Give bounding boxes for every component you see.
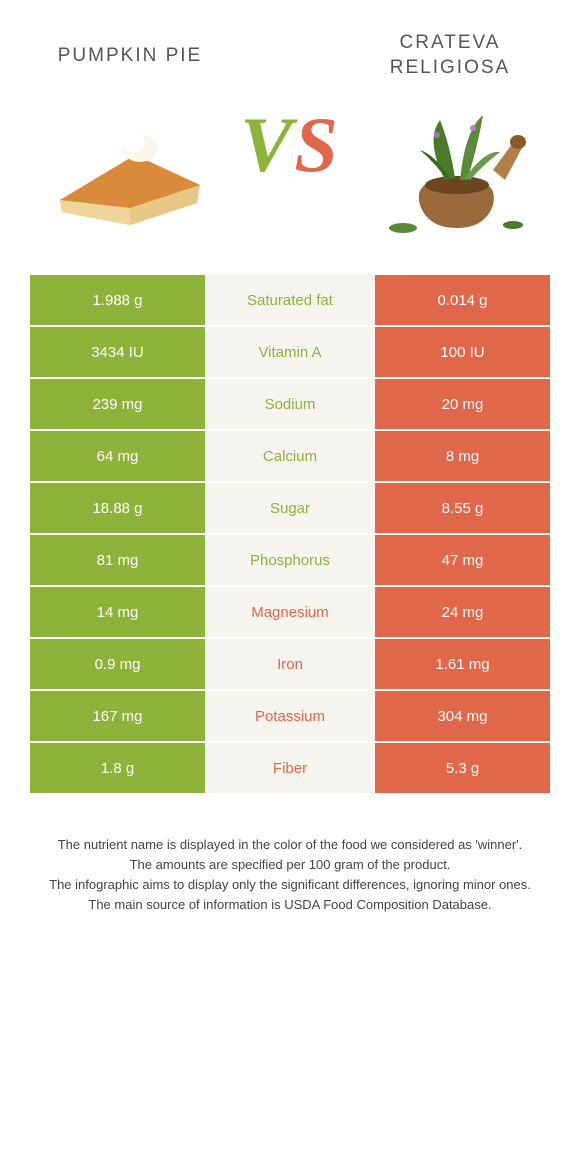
nutrient-comparison-table: 1.988 gSaturated fat0.014 g3434 IUVitami… <box>30 275 550 795</box>
table-row: 14 mgMagnesium24 mg <box>30 587 550 639</box>
nutrient-name-cell: Iron <box>205 639 375 689</box>
left-value-cell: 1.988 g <box>30 275 205 325</box>
vs-label: VS <box>240 100 339 190</box>
nutrient-name-cell: Vitamin A <box>205 327 375 377</box>
right-food-column: CRATEVA RELIGIOSA <box>350 30 550 240</box>
nutrient-name-cell: Sodium <box>205 379 375 429</box>
left-value-cell: 81 mg <box>30 535 205 585</box>
left-food-image <box>45 100 215 240</box>
right-food-title: CRATEVA RELIGIOSA <box>350 30 550 82</box>
right-value-cell: 24 mg <box>375 587 550 637</box>
right-value-cell: 100 IU <box>375 327 550 377</box>
right-value-cell: 47 mg <box>375 535 550 585</box>
left-value-cell: 0.9 mg <box>30 639 205 689</box>
left-value-cell: 64 mg <box>30 431 205 481</box>
right-value-cell: 0.014 g <box>375 275 550 325</box>
left-value-cell: 239 mg <box>30 379 205 429</box>
left-value-cell: 3434 IU <box>30 327 205 377</box>
right-value-cell: 8.55 g <box>375 483 550 533</box>
nutrient-name-cell: Magnesium <box>205 587 375 637</box>
footer-line: The amounts are specified per 100 gram o… <box>30 855 550 875</box>
vs-letter-v: V <box>240 101 294 188</box>
right-value-cell: 1.61 mg <box>375 639 550 689</box>
nutrient-name-cell: Saturated fat <box>205 275 375 325</box>
right-value-cell: 20 mg <box>375 379 550 429</box>
nutrient-name-cell: Calcium <box>205 431 375 481</box>
left-value-cell: 167 mg <box>30 691 205 741</box>
footer-line: The main source of information is USDA F… <box>30 895 550 915</box>
left-food-title: PUMPKIN PIE <box>58 30 202 82</box>
table-row: 81 mgPhosphorus47 mg <box>30 535 550 587</box>
table-row: 1.988 gSaturated fat0.014 g <box>30 275 550 327</box>
table-row: 0.9 mgIron1.61 mg <box>30 639 550 691</box>
table-row: 1.8 gFiber5.3 g <box>30 743 550 795</box>
table-row: 239 mgSodium20 mg <box>30 379 550 431</box>
nutrient-name-cell: Fiber <box>205 743 375 793</box>
right-food-image <box>365 100 535 240</box>
left-value-cell: 18.88 g <box>30 483 205 533</box>
nutrient-name-cell: Sugar <box>205 483 375 533</box>
nutrient-name-cell: Potassium <box>205 691 375 741</box>
comparison-header: PUMPKIN PIE VS CRATEVA RELIGIOSA <box>0 0 580 250</box>
nutrient-name-cell: Phosphorus <box>205 535 375 585</box>
table-row: 167 mgPotassium304 mg <box>30 691 550 743</box>
left-value-cell: 1.8 g <box>30 743 205 793</box>
table-row: 18.88 gSugar8.55 g <box>30 483 550 535</box>
vs-letter-s: S <box>294 101 339 188</box>
table-row: 64 mgCalcium8 mg <box>30 431 550 483</box>
table-row: 3434 IUVitamin A100 IU <box>30 327 550 379</box>
footer-line: The nutrient name is displayed in the co… <box>30 835 550 855</box>
right-value-cell: 5.3 g <box>375 743 550 793</box>
right-value-cell: 304 mg <box>375 691 550 741</box>
left-food-column: PUMPKIN PIE <box>30 30 230 240</box>
right-value-cell: 8 mg <box>375 431 550 481</box>
left-value-cell: 14 mg <box>30 587 205 637</box>
footer-line: The infographic aims to display only the… <box>30 875 550 895</box>
footer-notes: The nutrient name is displayed in the co… <box>30 835 550 916</box>
